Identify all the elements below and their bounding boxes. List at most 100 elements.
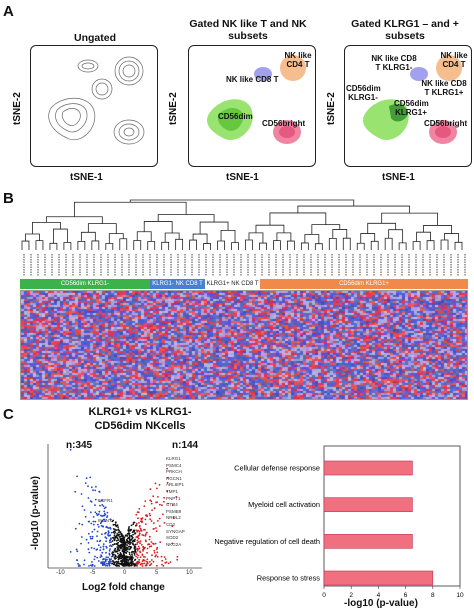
volcano-point <box>109 539 111 542</box>
plot2-title: Gated NK like T and NK subsets <box>189 18 307 42</box>
plot3-label-cd56dim-klrg1pos: CD56dim KLRG1+ <box>394 99 429 117</box>
volcano-point <box>79 565 81 567</box>
volcano-point <box>106 515 109 517</box>
volcano-point <box>126 544 128 547</box>
group-cd56dim-klrg1neg: CD56dim KLRG1- <box>20 279 150 289</box>
volcano-point <box>101 499 103 502</box>
volcano-point <box>83 559 86 562</box>
gene-label-right: PNPT1 <box>166 495 181 501</box>
dendrogram-branch <box>73 201 187 217</box>
volcano-point <box>152 522 155 525</box>
dendrogram-branch <box>273 240 281 250</box>
volcano-point <box>108 564 111 567</box>
volcano-point <box>137 535 140 537</box>
volcano-point <box>116 524 119 527</box>
volcano-point <box>129 548 131 550</box>
volcano-point <box>149 560 151 563</box>
dendrogram-branch <box>192 233 208 244</box>
dendrogram-branch <box>286 240 295 250</box>
volcano-point <box>155 548 158 551</box>
volcano-point <box>148 538 151 541</box>
volcano-point <box>80 542 82 545</box>
volcano-point <box>99 500 101 503</box>
dendrogram-branch <box>297 205 411 214</box>
volcano-point <box>87 485 89 488</box>
bar-xtick-label: 0 <box>322 592 326 599</box>
volcano-point <box>139 556 142 558</box>
volcano-point <box>78 522 81 525</box>
dendrogram-branch <box>87 223 117 234</box>
volcano-point <box>125 541 127 544</box>
volcano-point <box>135 536 138 538</box>
volcano-point <box>154 482 157 485</box>
bar-xtick-label: 8 <box>431 592 435 599</box>
dendrogram-branch <box>311 224 341 235</box>
volcano-point <box>162 513 164 516</box>
volcano-point <box>136 557 139 559</box>
volcano-point <box>92 520 95 523</box>
volcano-point <box>131 557 133 560</box>
volcano-point <box>107 556 109 559</box>
dendrogram-branch <box>440 239 449 250</box>
volcano-point <box>129 542 131 544</box>
volcano-point <box>161 563 163 566</box>
volcano-point <box>158 484 161 486</box>
volcano-point <box>122 537 125 540</box>
volcano-point <box>158 525 161 527</box>
gene-label-left: FGFR1 <box>98 498 113 503</box>
volcano-point <box>145 560 148 563</box>
volcano-point <box>150 545 153 548</box>
group-klrg1pos-nk-cd8: KLRG1+ NK CD8 T <box>205 279 260 289</box>
volcano-point <box>115 560 118 563</box>
volcano-point <box>140 530 143 532</box>
volcano-point <box>104 506 107 509</box>
gene-label-right: PSMC4 <box>166 462 182 468</box>
volcano-point <box>163 556 166 558</box>
dendrogram-branch <box>157 214 215 223</box>
dendrogram-branch <box>356 242 365 250</box>
volcano-point <box>155 530 158 532</box>
plot2-label-nk-cd4: NK like CD4 T <box>284 51 312 69</box>
volcano-point <box>117 528 120 531</box>
volcano-point <box>136 550 139 552</box>
volcano-point <box>130 546 133 549</box>
gene-label-right: PRKCH <box>166 469 182 475</box>
volcano-point <box>126 550 129 553</box>
bar-category-label: Cellular defense response <box>234 464 320 473</box>
volcano-point <box>128 551 131 554</box>
gene-label-left: INCNY <box>98 518 113 523</box>
volcano-point <box>119 560 122 562</box>
volcano-point <box>120 546 123 549</box>
volcano-point <box>120 540 122 542</box>
dendrogram-branch <box>384 237 393 250</box>
volcano-point <box>139 551 142 554</box>
volcano-point <box>137 529 140 532</box>
volcano-point <box>120 534 123 537</box>
volcano-point <box>111 540 114 542</box>
volcano-point <box>136 564 138 567</box>
volcano-point <box>157 496 159 498</box>
volcano-point <box>125 549 127 552</box>
volcano-point <box>139 563 142 566</box>
volcano-point <box>129 540 131 542</box>
volcano-point <box>139 542 141 545</box>
volcano-point <box>100 525 103 527</box>
volcano-point <box>104 564 107 567</box>
bar-xlabel: -log10 (p-value) <box>344 598 418 609</box>
volcano-point <box>84 516 87 518</box>
volcano-point <box>96 556 99 559</box>
volcano-point <box>175 496 178 498</box>
volcano-point <box>125 538 128 541</box>
volcano-point <box>149 518 152 521</box>
volcano-point <box>100 555 103 558</box>
volcano-point <box>114 524 117 527</box>
dendrogram-branch <box>32 221 61 234</box>
dendrogram-branch <box>314 243 323 250</box>
dendrogram-branch <box>108 233 124 244</box>
volcano-point <box>169 561 172 563</box>
volcano-point <box>112 560 115 563</box>
volcano-point <box>136 547 139 550</box>
volcano-point <box>104 560 107 563</box>
volcano-point <box>134 550 137 553</box>
volcano-point <box>127 536 130 539</box>
